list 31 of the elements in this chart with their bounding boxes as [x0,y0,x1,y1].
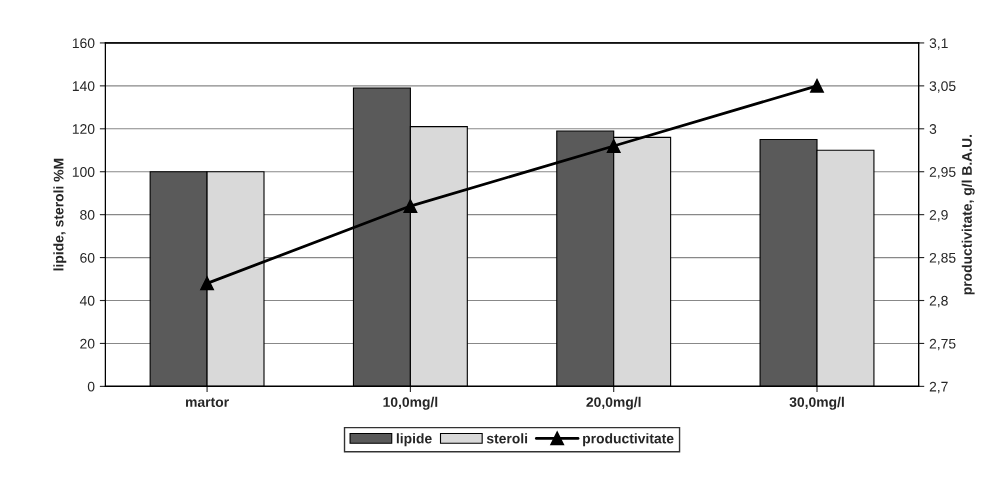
x-tick-label: 10,0mg/l [383,396,438,410]
legend-label: productivitate [583,433,674,447]
point [606,139,621,153]
x-tick-label: martor [185,397,229,407]
y-tick-label: 100 [72,167,95,177]
y-tick-label: 0 [87,381,95,392]
y2-tick-label: 2,7 [929,381,948,394]
point [403,199,418,214]
y-tick-label: 80 [80,209,95,220]
legend-label: steroli [486,433,528,444]
y-tick-label: 160 [72,38,95,49]
x-tick-label: 20,0mg/l [586,396,641,410]
y-tick-label: 120 [72,124,95,134]
y2-tick-label: 2,95 [929,167,956,179]
y-tick-label: 140 [72,81,95,92]
y-tick-label: 60 [80,252,95,263]
y-tick-label: 20 [80,338,95,349]
y-tick-label: 40 [79,295,95,306]
y2-tick-label: 3,05 [929,81,956,93]
y2-tick-label: 3 [929,124,937,134]
y2-tick-label: 2,85 [929,252,956,265]
y-axis-title: lipide, steroli %M [53,158,67,271]
legend-label: lipide [396,433,432,447]
y2-tick-label: 2,75 [929,338,956,351]
y2-tick-label: 3,1 [929,38,948,50]
point [810,78,824,93]
y2-tick-label: 2,8 [929,295,948,308]
y2-tick-label: 2,9 [929,209,948,222]
x-tick-label: 30,0mg/l [789,396,844,410]
y2-axis-title: productivitate, g/l B.A.U. [961,134,975,295]
point [200,276,215,291]
